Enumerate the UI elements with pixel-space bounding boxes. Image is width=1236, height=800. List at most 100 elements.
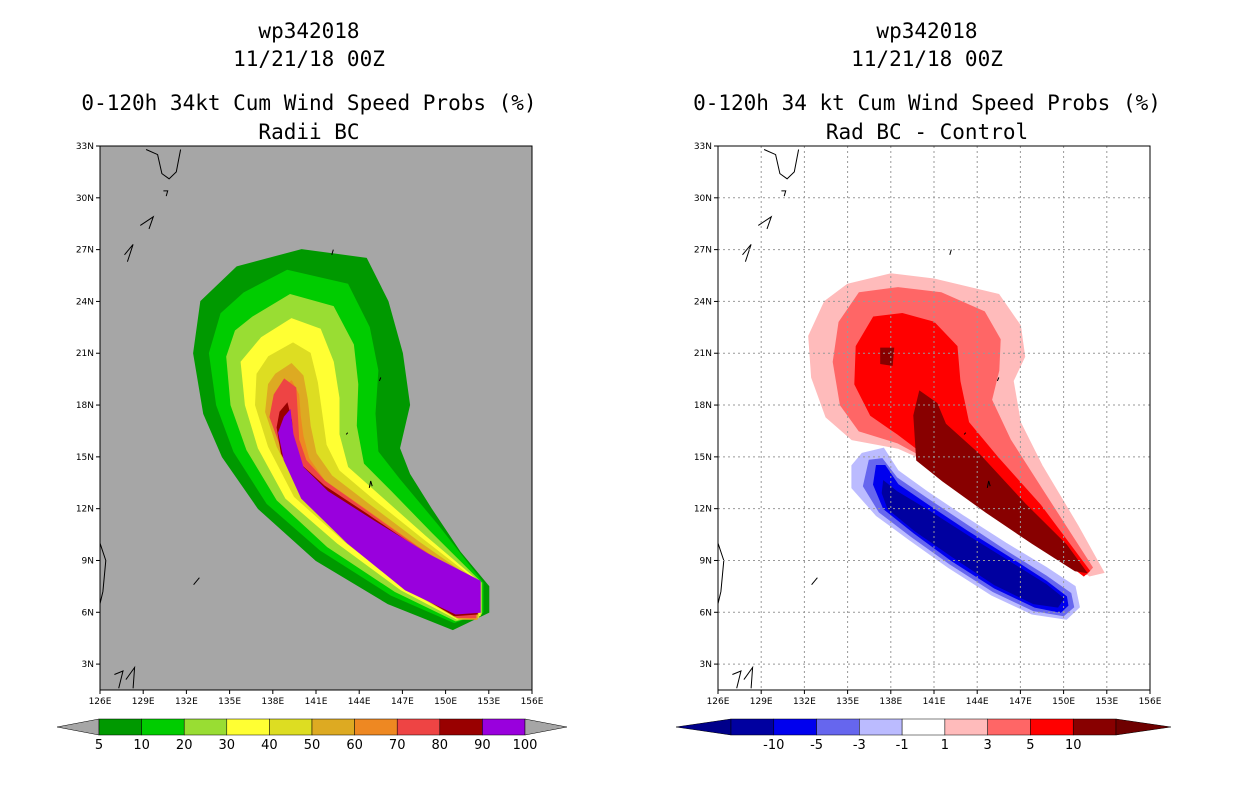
right-y-tick-label: 21N bbox=[694, 349, 712, 359]
left-x-tick-label: 153E bbox=[477, 697, 500, 707]
right-colorbar-right-arrow bbox=[1115, 718, 1172, 736]
left-colorbar-label: 70 bbox=[389, 738, 406, 753]
left-y-tick-label: 33N bbox=[76, 142, 94, 152]
left-y-tick-label: 21N bbox=[76, 349, 94, 359]
right-x-tick-label: 135E bbox=[836, 697, 859, 707]
right-colorbar-label: 3 bbox=[984, 738, 992, 753]
left-x-tick-label: 135E bbox=[218, 697, 241, 707]
right-coastline-12 bbox=[949, 249, 952, 255]
right-plot-frame bbox=[717, 145, 1151, 691]
left-coastline-8 bbox=[193, 577, 200, 586]
right-x-tick-label: 141E bbox=[923, 697, 946, 707]
left-colorbar-box bbox=[269, 718, 313, 736]
left-colorbar-label: 10 bbox=[133, 738, 150, 753]
left-coastline-0 bbox=[145, 149, 182, 180]
left-subtitle: Radii BC bbox=[258, 120, 360, 144]
left-y-tick-label: 24N bbox=[76, 297, 94, 307]
right-colorbar-box bbox=[1072, 718, 1117, 736]
right-y-tick-label: 30N bbox=[694, 194, 712, 204]
right-subtitle: Rad BC - Control bbox=[825, 120, 1029, 144]
right-colorbar-label: 10 bbox=[1065, 738, 1082, 753]
right-chart-svg: 126E 129E 132E 135E 138E 141E 144E 147E 150E 153E… bbox=[675, 142, 1172, 753]
left-colorbar-label: 60 bbox=[346, 738, 363, 753]
left-coastline-11 bbox=[378, 377, 382, 382]
right-coastline-9 bbox=[986, 480, 991, 488]
left-colorbar-left-arrow bbox=[56, 718, 100, 736]
right-storm-id: wp342018 bbox=[876, 19, 978, 43]
right-coastline-0 bbox=[763, 149, 800, 180]
right-coastline-5 bbox=[718, 543, 725, 604]
left-x-tick-label: 147E bbox=[391, 697, 414, 707]
right-colorbar-left-arrow bbox=[675, 718, 732, 736]
left-colorbar-box bbox=[226, 718, 270, 736]
left-colorbar-box bbox=[396, 718, 441, 736]
right-x-tick-label: 156E bbox=[1139, 697, 1162, 707]
right-x-tick-label: 144E bbox=[966, 697, 989, 707]
left-coastline-10 bbox=[345, 432, 349, 435]
right-negative-contour-3 bbox=[881, 480, 1065, 608]
right-colorbar-box bbox=[730, 718, 775, 736]
left-colorbar-box bbox=[482, 718, 526, 736]
right-colorbar-label: -5 bbox=[810, 738, 823, 753]
left-y-tick-label: 6N bbox=[82, 608, 94, 618]
right-date: 11/21/18 00Z bbox=[851, 47, 1003, 71]
right-colorbar-box bbox=[987, 718, 1031, 736]
left-coastline-5 bbox=[100, 543, 107, 604]
right-x-tick-label: 153E bbox=[1095, 697, 1118, 707]
left-panel: wp342018 11/21/18 00Z 0-120h 34kt Cum Wi… bbox=[56, 19, 568, 753]
left-x-tick-label: 129E bbox=[132, 697, 155, 707]
right-colorbar-label: 5 bbox=[1026, 738, 1034, 753]
left-colorbar-box bbox=[354, 718, 398, 736]
left-coastline-3 bbox=[124, 244, 134, 262]
left-colorbar-label: 40 bbox=[261, 738, 278, 753]
left-x-tick-label: 156E bbox=[521, 697, 544, 707]
left-y-tick-label: 9N bbox=[82, 556, 94, 566]
right-colorbar-box bbox=[859, 718, 903, 736]
left-coastline-12 bbox=[331, 249, 334, 255]
left-colorbar-box bbox=[439, 718, 483, 736]
right-colorbar-box bbox=[1030, 718, 1074, 736]
right-panel: wp342018 11/21/18 00Z 0-120h 34 kt Cum W… bbox=[618, 0, 1236, 800]
left-y-tick-label: 30N bbox=[76, 194, 94, 204]
right-coastline-7 bbox=[743, 665, 754, 689]
left-field-group bbox=[100, 149, 490, 689]
left-colorbar-label: 20 bbox=[176, 738, 193, 753]
right-y-tick-label: 9N bbox=[700, 556, 712, 566]
right-colorbar-box bbox=[944, 718, 988, 736]
right-y-tick-label: 18N bbox=[694, 401, 712, 411]
left-coastline-9 bbox=[368, 480, 373, 488]
right-y-tick-label: 27N bbox=[694, 246, 712, 256]
left-y-tick-label: 27N bbox=[76, 246, 94, 256]
right-colorbar-box bbox=[816, 718, 860, 736]
left-x-tick-label: 132E bbox=[175, 697, 198, 707]
right-title: 0-120h 34 kt Cum Wind Speed Probs (%) bbox=[693, 91, 1161, 115]
left-colorbar-label: 90 bbox=[474, 738, 491, 753]
left-y-tick-label: 3N bbox=[82, 660, 94, 670]
right-y-tick-label: 12N bbox=[694, 505, 712, 515]
right-y-tick-label: 6N bbox=[700, 608, 712, 618]
left-colorbar-label: 30 bbox=[219, 738, 236, 753]
left-colorbar-label: 80 bbox=[432, 738, 449, 753]
right-coastline-11 bbox=[996, 377, 1000, 382]
right-coastline-1 bbox=[781, 190, 787, 197]
left-date: 11/21/18 00Z bbox=[233, 47, 385, 71]
left-y-tick-label: 15N bbox=[76, 453, 94, 463]
right-x-tick-label: 138E bbox=[879, 697, 902, 707]
right-colorbar-label: 1 bbox=[941, 738, 949, 753]
left-plot-frame bbox=[99, 145, 533, 691]
left-y-tick-label: 18N bbox=[76, 401, 94, 411]
left-colorbar-box bbox=[98, 718, 142, 736]
left-title: 0-120h 34kt Cum Wind Speed Probs (%) bbox=[81, 91, 537, 115]
right-y-tick-label: 3N bbox=[700, 660, 712, 670]
left-coastline-2 bbox=[140, 215, 155, 230]
right-colorbar-label: -3 bbox=[853, 738, 866, 753]
right-coastline-2 bbox=[758, 215, 773, 230]
right-x-tick-label: 150E bbox=[1052, 697, 1075, 707]
right-colorbar-label: -10 bbox=[763, 738, 784, 753]
right-x-tick-label: 126E bbox=[707, 697, 730, 707]
left-x-tick-label: 126E bbox=[89, 697, 112, 707]
right-coastline-3 bbox=[742, 244, 752, 262]
left-colorbar-label: 100 bbox=[513, 738, 538, 753]
left-x-tick-label: 141E bbox=[305, 697, 328, 707]
right-x-tick-label: 147E bbox=[1009, 697, 1032, 707]
